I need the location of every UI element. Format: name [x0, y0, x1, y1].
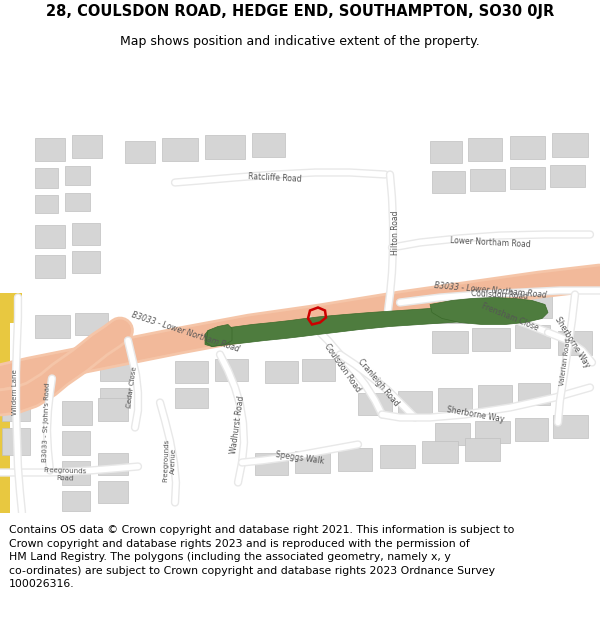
Polygon shape: [2, 392, 30, 421]
Text: Hilton Road: Hilton Road: [391, 210, 400, 255]
Polygon shape: [558, 331, 592, 354]
Polygon shape: [553, 414, 588, 437]
Polygon shape: [162, 138, 198, 161]
Text: Wadhurst Road: Wadhurst Road: [229, 395, 247, 454]
Polygon shape: [515, 324, 550, 348]
Text: Sherborne Way: Sherborne Way: [553, 316, 591, 369]
Polygon shape: [515, 294, 552, 318]
Polygon shape: [478, 384, 512, 408]
Text: B3033 - Lower Northam Road: B3033 - Lower Northam Road: [130, 311, 240, 354]
Text: Sherborne Way: Sherborne Way: [446, 405, 505, 424]
Polygon shape: [0, 292, 10, 512]
Polygon shape: [465, 438, 500, 461]
Polygon shape: [358, 392, 392, 414]
Polygon shape: [175, 361, 208, 382]
Text: Cranleigh Road: Cranleigh Road: [356, 357, 400, 408]
Text: 28, COULSDON ROAD, HEDGE END, SOUTHAMPTON, SO30 0JR: 28, COULSDON ROAD, HEDGE END, SOUTHAMPTO…: [46, 4, 554, 19]
Polygon shape: [35, 254, 65, 278]
Polygon shape: [35, 138, 65, 161]
Polygon shape: [510, 166, 545, 189]
Polygon shape: [100, 361, 130, 381]
Polygon shape: [10, 292, 22, 322]
Polygon shape: [550, 164, 585, 186]
Text: Valerian Road: Valerian Road: [559, 338, 571, 387]
Polygon shape: [62, 401, 92, 424]
Polygon shape: [98, 481, 128, 502]
Text: Frensham Close: Frensham Close: [480, 302, 540, 333]
Polygon shape: [35, 194, 58, 213]
Polygon shape: [430, 298, 548, 324]
Polygon shape: [552, 132, 588, 156]
Text: Cedar Close: Cedar Close: [126, 366, 138, 409]
Polygon shape: [398, 391, 432, 412]
Text: Coulsdon Road: Coulsdon Road: [322, 342, 362, 393]
Polygon shape: [72, 134, 102, 158]
Polygon shape: [65, 192, 90, 211]
Polygon shape: [475, 421, 510, 442]
Polygon shape: [295, 451, 330, 472]
Text: Freegrounds
Avenue: Freegrounds Avenue: [163, 439, 177, 483]
Polygon shape: [35, 314, 70, 338]
Polygon shape: [100, 388, 130, 408]
Polygon shape: [302, 359, 335, 381]
Polygon shape: [98, 452, 128, 474]
Polygon shape: [430, 301, 468, 322]
Polygon shape: [518, 382, 550, 404]
Polygon shape: [470, 169, 505, 191]
Polygon shape: [432, 171, 465, 192]
Polygon shape: [472, 328, 510, 351]
Polygon shape: [62, 491, 90, 511]
Polygon shape: [438, 388, 472, 411]
Polygon shape: [100, 334, 130, 354]
Polygon shape: [205, 308, 522, 346]
Text: Wildern Lane: Wildern Lane: [12, 369, 18, 416]
Polygon shape: [35, 168, 58, 187]
Polygon shape: [468, 138, 502, 161]
Text: B3033 - St John's Road: B3033 - St John's Road: [41, 382, 50, 462]
Polygon shape: [515, 418, 548, 441]
Text: Freegrounds
Road: Freegrounds Road: [43, 468, 87, 482]
Text: Coulsdon Road: Coulsdon Road: [472, 289, 529, 301]
Polygon shape: [338, 448, 372, 471]
Text: Speggs Walk: Speggs Walk: [275, 449, 325, 466]
Polygon shape: [62, 431, 90, 454]
Polygon shape: [380, 444, 415, 468]
Polygon shape: [125, 141, 155, 162]
Polygon shape: [432, 331, 468, 352]
Polygon shape: [205, 134, 245, 159]
Polygon shape: [75, 312, 108, 334]
Polygon shape: [2, 428, 30, 454]
Polygon shape: [430, 141, 462, 162]
Polygon shape: [175, 388, 208, 408]
Polygon shape: [265, 361, 298, 382]
Text: Lower Northam Road: Lower Northam Road: [449, 236, 530, 249]
Polygon shape: [255, 452, 288, 474]
Polygon shape: [62, 461, 90, 484]
Polygon shape: [98, 398, 128, 421]
Text: B3033 - Lower Northam Road: B3033 - Lower Northam Road: [433, 281, 547, 300]
Polygon shape: [35, 224, 65, 248]
Text: Contains OS data © Crown copyright and database right 2021. This information is : Contains OS data © Crown copyright and d…: [9, 525, 514, 589]
Text: Map shows position and indicative extent of the property.: Map shows position and indicative extent…: [120, 35, 480, 48]
Polygon shape: [206, 324, 232, 346]
Polygon shape: [72, 251, 100, 272]
Polygon shape: [72, 222, 100, 244]
Polygon shape: [252, 132, 285, 156]
Polygon shape: [422, 441, 458, 462]
Polygon shape: [510, 136, 545, 159]
Polygon shape: [472, 298, 510, 321]
Polygon shape: [435, 422, 470, 444]
Polygon shape: [65, 166, 90, 184]
Text: Ratcliffe Road: Ratcliffe Road: [248, 172, 302, 183]
Polygon shape: [215, 359, 248, 381]
